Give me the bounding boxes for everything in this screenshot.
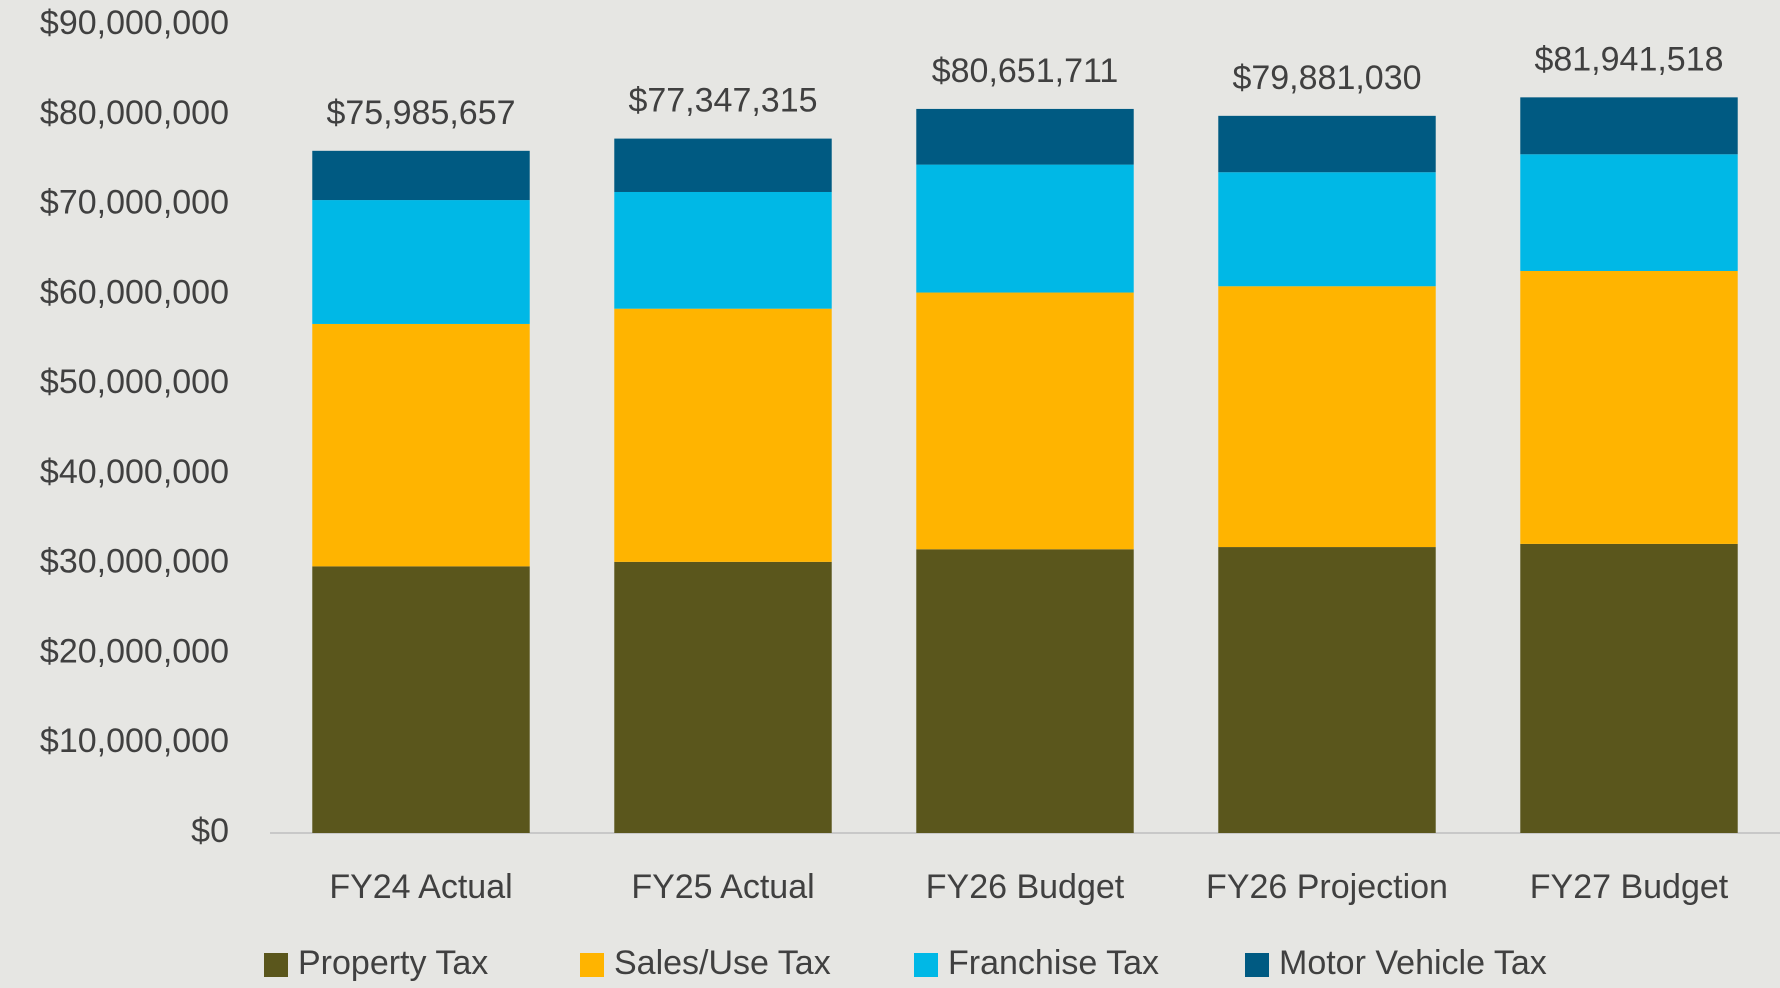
legend-swatch — [914, 953, 938, 977]
bar-segment — [1520, 97, 1737, 154]
bar-segment — [614, 139, 831, 192]
bar-segment — [916, 549, 1133, 833]
total-label: $77,347,315 — [628, 82, 817, 120]
y-tick-label: $60,000,000 — [40, 273, 229, 311]
bar-segment — [614, 562, 831, 833]
bar-segment — [614, 192, 831, 309]
bar-segment — [916, 109, 1133, 165]
total-label: $79,881,030 — [1232, 59, 1421, 97]
bar-segment — [1520, 154, 1737, 271]
total-label: $80,651,711 — [932, 52, 1119, 90]
x-tick-label: FY27 Budget — [1530, 868, 1729, 906]
bar-segment — [312, 324, 529, 566]
y-tick-label: $70,000,000 — [40, 184, 229, 222]
legend-swatch — [264, 953, 288, 977]
y-tick-label: $10,000,000 — [40, 722, 229, 760]
legend-swatch — [1245, 953, 1269, 977]
legend-label: Franchise Tax — [948, 944, 1159, 982]
legend-label: Motor Vehicle Tax — [1279, 944, 1547, 982]
x-tick-label: FY26 Budget — [926, 868, 1125, 906]
y-tick-label: $90,000,000 — [40, 4, 229, 42]
y-tick-label: $50,000,000 — [40, 363, 229, 401]
y-tick-label: $0 — [191, 812, 229, 850]
y-tick-label: $40,000,000 — [40, 453, 229, 491]
legend-swatch — [580, 953, 604, 977]
x-tick-label: FY25 Actual — [631, 868, 814, 906]
legend-label: Sales/Use Tax — [614, 944, 831, 982]
bar-segment — [312, 200, 529, 324]
bar-segment — [916, 165, 1133, 293]
bar-segment — [614, 309, 831, 562]
bar-segment — [1520, 544, 1737, 833]
bar-segment — [312, 151, 529, 200]
total-label: $81,941,518 — [1534, 40, 1723, 78]
total-label: $75,985,657 — [326, 94, 515, 132]
bar-segment — [1218, 172, 1435, 286]
bar-segment — [916, 293, 1133, 550]
background — [0, 0, 1780, 988]
y-tick-label: $30,000,000 — [40, 543, 229, 581]
bar-segment — [1218, 116, 1435, 172]
bar-segment — [312, 566, 529, 833]
bar-segment — [1218, 286, 1435, 547]
x-tick-label: FY26 Projection — [1206, 868, 1448, 906]
chart: $0 $10,000,000 $20,000,000 $30,000,000 $40,0… — [0, 0, 1780, 988]
legend-label: Property Tax — [298, 944, 488, 982]
bar-segment — [1218, 547, 1435, 833]
bar-segment — [1520, 271, 1737, 544]
x-tick-label: FY24 Actual — [329, 868, 512, 906]
y-tick-label: $80,000,000 — [40, 94, 229, 132]
y-tick-label: $20,000,000 — [40, 632, 229, 670]
